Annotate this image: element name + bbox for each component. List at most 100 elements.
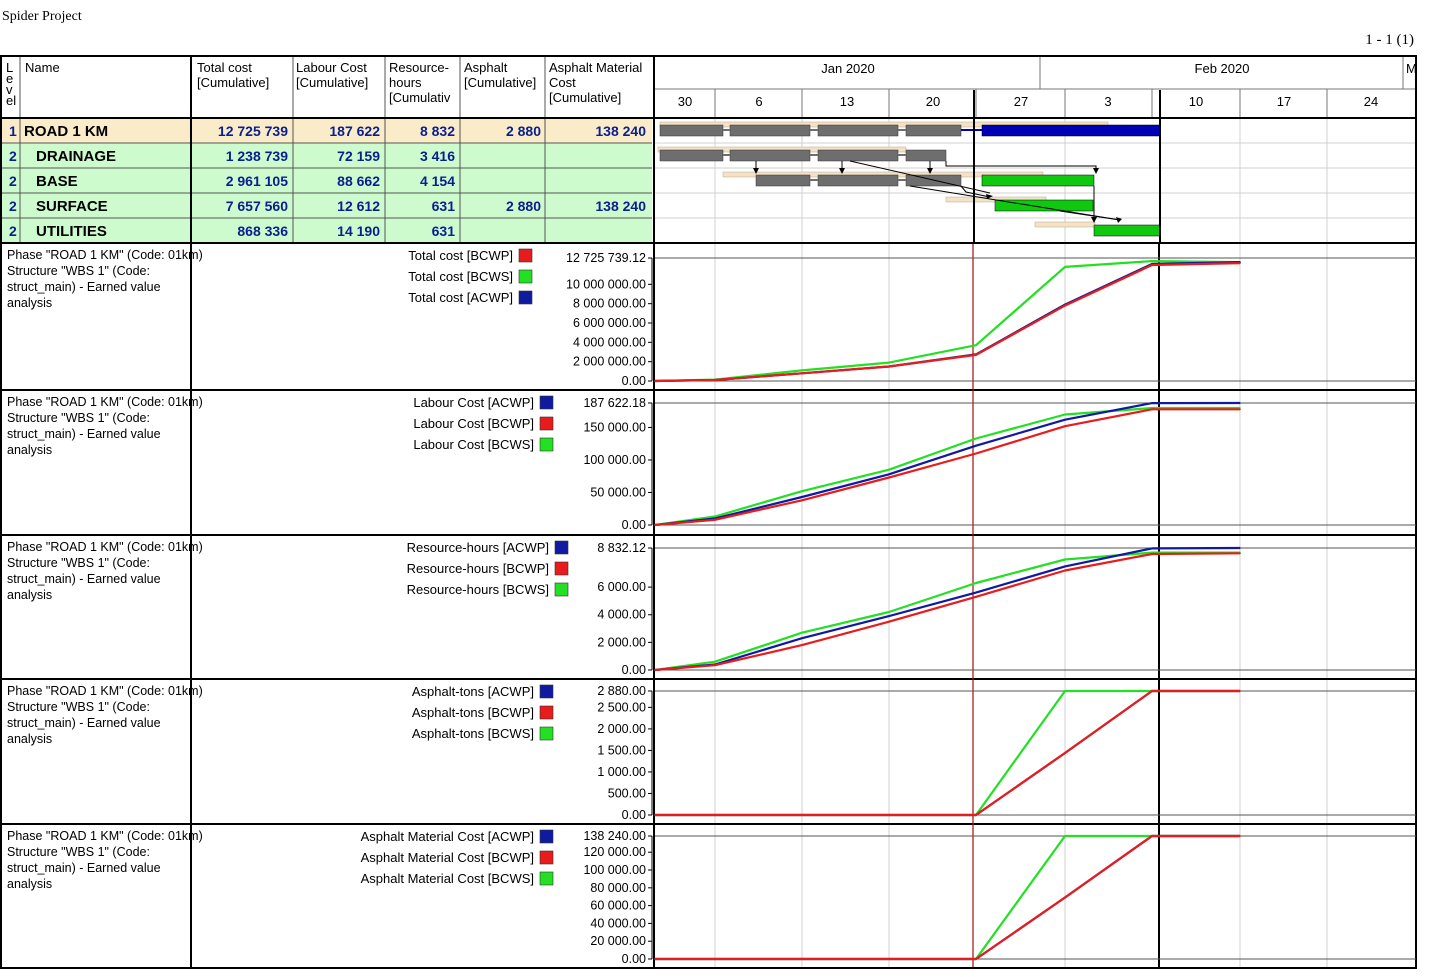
- data-point: [888, 473, 890, 476]
- gantt-future-bar: [994, 199, 1094, 212]
- data-point: [888, 814, 890, 816]
- row-level: 2: [9, 148, 17, 164]
- legend-label: Labour Cost [BCWP]: [413, 416, 534, 431]
- app-title: Spider Project: [2, 9, 82, 24]
- data-point: [1064, 835, 1066, 837]
- data-point: [1064, 569, 1066, 572]
- chart-description: Phase "ROAD 1 KM" (Code: 01km) Structure …: [7, 829, 203, 891]
- data-point: [888, 365, 890, 368]
- legend-swatch: [518, 248, 533, 263]
- y-tick-label: 4 000.00: [597, 608, 646, 622]
- y-tick-label: 2 000.00: [597, 722, 646, 736]
- legend-swatch: [539, 416, 554, 431]
- row-level: 2: [9, 223, 17, 239]
- y-tick-label: 0.00: [622, 808, 646, 822]
- data-point: [801, 372, 803, 375]
- series-line-red: [655, 689, 1240, 817]
- row-total-cost: 868 336: [237, 223, 288, 239]
- col-header-asphalt[interactable]: Asphalt [Cumulative]: [464, 60, 536, 90]
- y-tick-label: 2 000.00: [597, 635, 646, 649]
- data-point: [1151, 260, 1153, 262]
- data-point: [801, 814, 803, 816]
- legend-label: Total cost [BCWS]: [408, 269, 513, 284]
- legend-swatch: [554, 582, 569, 597]
- week-label: 30: [678, 94, 692, 109]
- row-total-cost: 7 657 560: [226, 198, 288, 214]
- legend-swatch: [539, 871, 554, 886]
- y-tick-label: 8 000 000.00: [573, 297, 646, 311]
- col-header-labour-cost[interactable]: Labour Cost [Cumulative]: [296, 60, 368, 90]
- data-point: [975, 437, 977, 440]
- legend-label: Labour Cost [ACWP]: [413, 395, 534, 410]
- legend-label: Total cost [BCWP]: [408, 248, 513, 263]
- timeline-header: Jan 2020 Feb 2020 M 30 6 13 20 27 3 10 1…: [678, 61, 1417, 109]
- table-row-base[interactable]: 2 BASE 2 961 105 88 662 4 154: [9, 173, 455, 190]
- data-point: [975, 596, 977, 598]
- y-tick-label: 80 000.00: [590, 881, 646, 895]
- y-tick-label: 12 725 739.12: [566, 251, 646, 265]
- data-point: [888, 476, 890, 479]
- data-point: [714, 515, 716, 518]
- y-tick-label: 138 240.00: [583, 829, 646, 843]
- col-header-total-cost[interactable]: Total cost [Cumulative]: [197, 60, 269, 90]
- series-line-green: [654, 406, 1240, 527]
- data-point: [888, 620, 890, 623]
- row-level: 2: [9, 173, 17, 189]
- data-point: [801, 644, 803, 646]
- y-tick-label: 20 000.00: [590, 934, 646, 948]
- data-point: [1064, 425, 1066, 428]
- chart-description: Phase "ROAD 1 KM" (Code: 01km) Structure …: [7, 248, 203, 310]
- legend-swatch: [539, 829, 554, 844]
- gantt-actual-bar: [729, 124, 811, 137]
- data-point: [975, 591, 977, 594]
- table-row-surface[interactable]: 2 SURFACE 7 657 560 12 612 631 2 880 138…: [9, 198, 646, 215]
- data-point: [654, 958, 656, 960]
- col-header-resource-hours[interactable]: Resource-hours [Cumulativ: [389, 60, 451, 105]
- gantt-actual-bar: [817, 174, 899, 187]
- ev-chart: Phase "ROAD 1 KM" (Code: 01km) Structure …: [7, 395, 1416, 532]
- series-line-red: [654, 262, 1241, 383]
- data-point: [1151, 408, 1153, 411]
- data-point: [1064, 565, 1066, 568]
- frame-borders: [0, 55, 1417, 969]
- table-row-road[interactable]: 1 ROAD 1 KM 12 725 739 187 622 8 832 2 8…: [9, 123, 646, 140]
- y-tick-label: 2 880.00: [597, 684, 646, 698]
- legend-swatch: [554, 540, 569, 555]
- gantt-row-lines: [655, 142, 1416, 219]
- earned-value-charts: Phase "ROAD 1 KM" (Code: 01km) Structure …: [7, 248, 1416, 966]
- y-tick-label: 50 000.00: [590, 485, 646, 499]
- week-label: 24: [1364, 94, 1378, 109]
- legend-label: Resource-hours [ACWP]: [407, 540, 549, 555]
- y-tick-label: 10 000 000.00: [566, 277, 646, 291]
- legend-swatch: [539, 726, 554, 741]
- col-header-name[interactable]: Name: [25, 60, 60, 75]
- data-point: [1239, 690, 1241, 692]
- data-point: [1064, 690, 1066, 692]
- series-line-red: [654, 552, 1241, 672]
- data-point: [888, 615, 890, 617]
- data-point: [801, 958, 803, 960]
- legend-label: Asphalt-tons [BCWP]: [412, 705, 534, 720]
- data-point: [654, 524, 656, 526]
- month-jan: Jan 2020: [821, 61, 875, 76]
- data-point: [1064, 413, 1066, 416]
- month-mar: M: [1406, 61, 1417, 76]
- gantt-header-lines: [655, 57, 1416, 118]
- data-point: [1064, 558, 1066, 561]
- data-point: [1151, 264, 1153, 266]
- table-row-utilities[interactable]: 2 UTILITIES 868 336 14 190 631: [9, 223, 455, 240]
- col-header-asphalt-material-cost[interactable]: Asphalt Material Cost [Cumulative]: [549, 60, 642, 105]
- row-labour-cost: 187 622: [329, 123, 380, 139]
- data-point: [801, 637, 803, 639]
- table-row-drainage[interactable]: 2 DRAINAGE 1 238 739 72 159 3 416: [9, 148, 455, 165]
- gantt-actual-bar: [755, 174, 811, 187]
- legend-label: Asphalt Material Cost [ACWP]: [361, 829, 534, 844]
- row-asphalt: 2 880: [506, 198, 541, 214]
- gantt-link-arrows: [753, 168, 1122, 223]
- data-point: [714, 660, 716, 663]
- page-indicator: 1 - 1 (1): [1365, 32, 1414, 48]
- row-total-cost: 12 725 739: [218, 123, 288, 139]
- y-tick-label: 4 000 000.00: [573, 335, 646, 349]
